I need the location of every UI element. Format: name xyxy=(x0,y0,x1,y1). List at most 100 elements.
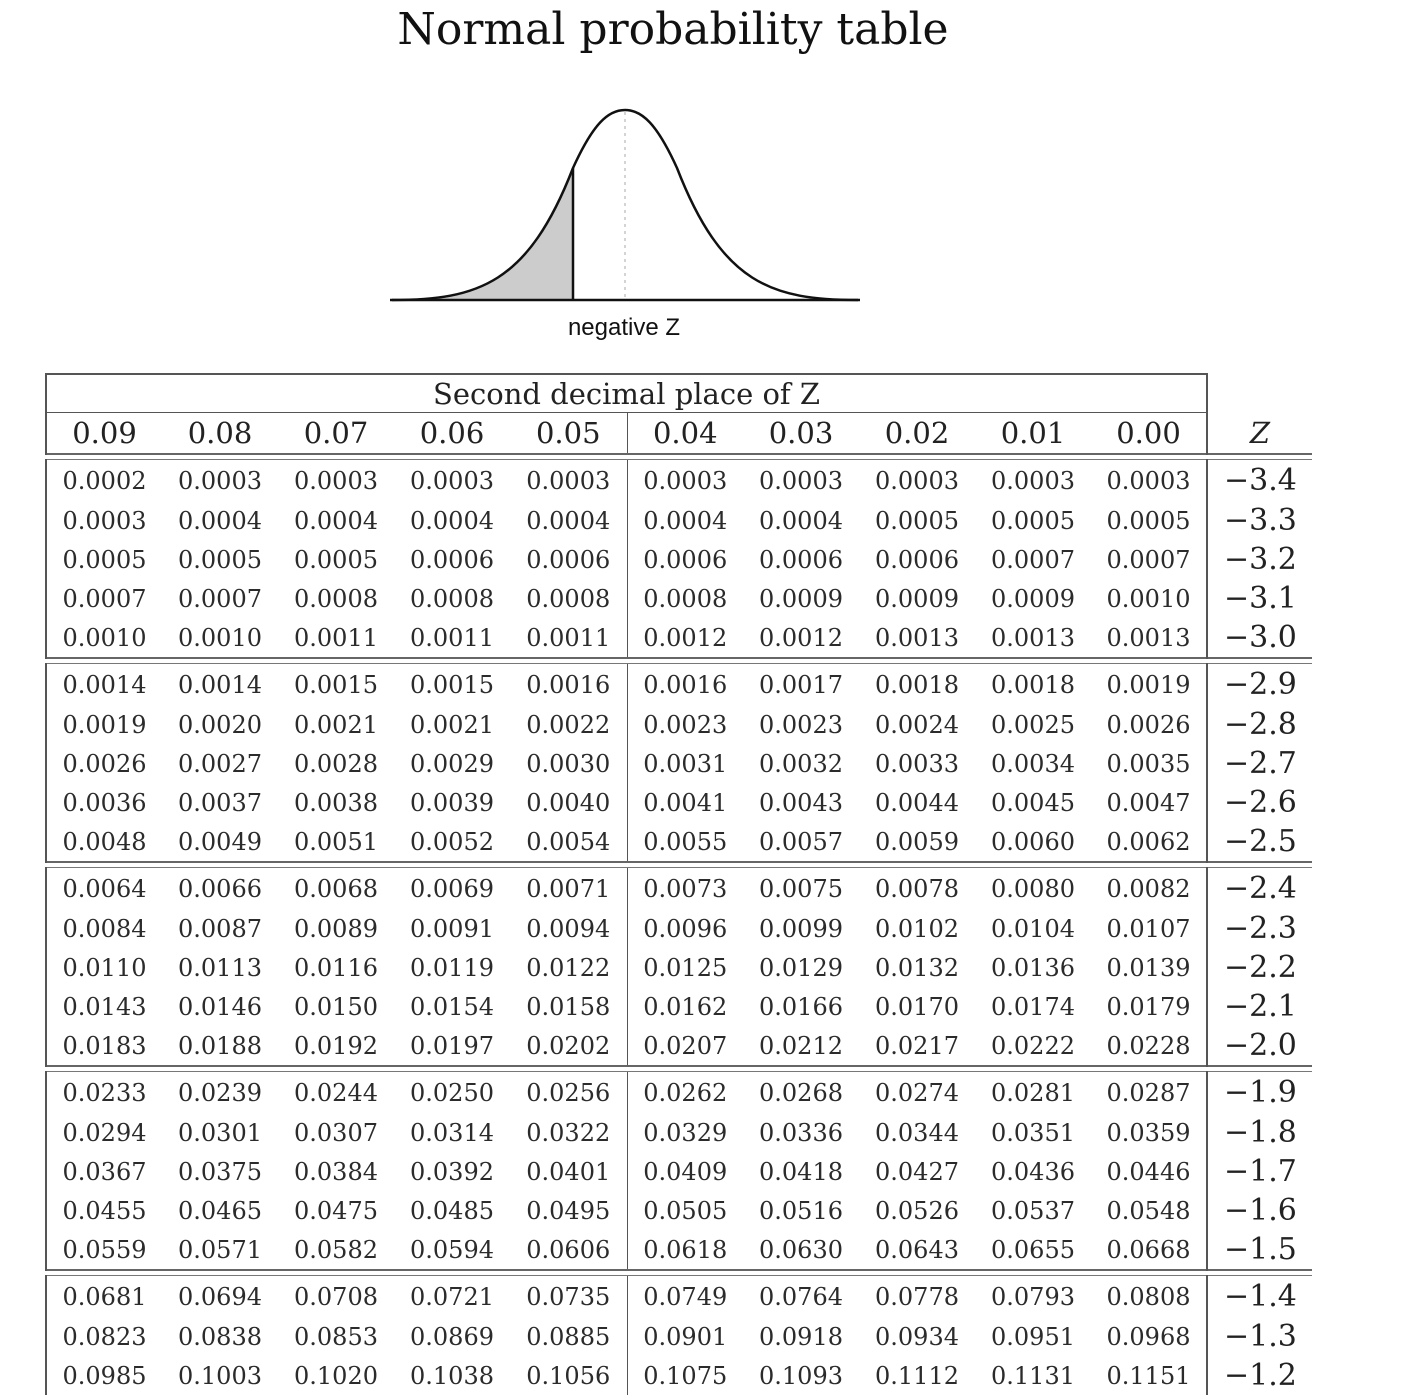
probability-cell: 0.0006 xyxy=(510,540,628,579)
z-value-cell: −2.3 xyxy=(1224,911,1297,946)
z-value-cell: −2.7 xyxy=(1224,746,1297,781)
probability-cell: 0.0571 xyxy=(178,1235,262,1264)
probability-cell: 0.0465 xyxy=(178,1196,262,1225)
probability-cell: 0.0314 xyxy=(410,1118,494,1147)
probability-cell: 0.0618 xyxy=(643,1235,728,1264)
probability-cell: 0.0007 xyxy=(178,584,262,613)
probability-cell: 0.0054 xyxy=(510,822,628,862)
probability-cell: 0.0008 xyxy=(510,579,628,618)
z-value-cell: −3.3 xyxy=(1224,503,1297,538)
probability-cell: 0.0174 xyxy=(991,992,1075,1021)
probability-cell: 0.0268 xyxy=(759,1078,843,1107)
probability-cell: 0.0047 xyxy=(1091,783,1208,822)
probability-cell: 0.1093 xyxy=(759,1361,843,1390)
probability-cell: 0.0005 xyxy=(1091,501,1208,540)
probability-cell: 0.0043 xyxy=(759,788,843,817)
probability-cell: 0.0630 xyxy=(759,1235,843,1264)
probability-cell: 0.0016 xyxy=(510,663,628,705)
probability-cell: 0.0013 xyxy=(1091,618,1208,658)
probability-cell: 0.0009 xyxy=(991,584,1075,613)
probability-cell: 0.0004 xyxy=(178,506,262,535)
probability-cell: 0.0039 xyxy=(410,788,494,817)
probability-cell: 0.0336 xyxy=(759,1118,843,1147)
probability-cell: 0.0004 xyxy=(294,506,378,535)
probability-cell: 0.0069 xyxy=(410,874,494,903)
probability-cell: 0.0838 xyxy=(178,1322,262,1351)
table-header: Second decimal place of Z xyxy=(45,373,1208,413)
z-value-cell: −2.1 xyxy=(1224,989,1297,1024)
column-header: 0.01 xyxy=(1000,416,1066,450)
probability-cell: 0.1056 xyxy=(510,1356,628,1395)
probability-cell: 0.0307 xyxy=(294,1118,378,1147)
probability-cell: 0.0139 xyxy=(1091,948,1208,987)
probability-cell: 0.0351 xyxy=(991,1118,1075,1147)
probability-cell: 0.0004 xyxy=(410,506,494,535)
probability-cell: 0.0401 xyxy=(510,1152,628,1191)
probability-cell: 0.0014 xyxy=(45,663,162,705)
curve-caption: negative Z xyxy=(567,314,681,341)
probability-cell: 0.0014 xyxy=(178,670,262,699)
probability-cell: 0.0559 xyxy=(45,1230,162,1270)
probability-cell: 0.0025 xyxy=(991,710,1075,739)
table-row: 0.0003 0.0004 0.0004 0.0004 0.0004 0.0004 0.00… xyxy=(45,501,1312,540)
normal-curve-illustration xyxy=(390,108,860,302)
probability-cell: 0.0301 xyxy=(178,1118,262,1147)
table-row: 0.0084 0.0087 0.0089 0.0091 0.0094 0.0096 0.00… xyxy=(45,909,1312,948)
probability-cell: 0.0018 xyxy=(875,670,959,699)
probability-cell: 0.0764 xyxy=(759,1282,843,1311)
probability-cell: 0.0049 xyxy=(178,827,262,856)
probability-cell: 0.0150 xyxy=(294,992,378,1021)
probability-cell: 0.0006 xyxy=(410,545,494,574)
probability-cell: 0.0021 xyxy=(294,710,378,739)
probability-cell: 0.0084 xyxy=(45,909,162,948)
probability-cell: 0.0418 xyxy=(759,1157,843,1186)
probability-cell: 0.0082 xyxy=(1091,867,1208,909)
probability-cell: 0.0721 xyxy=(410,1282,494,1311)
probability-cell: 0.0207 xyxy=(643,1031,728,1060)
shaded-left-tail xyxy=(392,168,573,300)
table-row: 0.0985 0.1003 0.1020 0.1038 0.1056 0.1075 0.10… xyxy=(45,1356,1312,1395)
probability-cell: 0.1020 xyxy=(294,1361,378,1390)
column-header: 0.03 xyxy=(768,416,834,450)
probability-cell: 0.0505 xyxy=(643,1196,728,1225)
probability-cell: 0.0104 xyxy=(991,914,1075,943)
probability-cell: 0.0749 xyxy=(643,1282,728,1311)
probability-cell: 0.0793 xyxy=(991,1282,1075,1311)
probability-cell: 0.0032 xyxy=(759,749,843,778)
table-row: 0.0036 0.0037 0.0038 0.0039 0.0040 0.0041 0.00… xyxy=(45,783,1312,822)
probability-cell: 0.0344 xyxy=(875,1118,959,1147)
table-row: 0.0110 0.0113 0.0116 0.0119 0.0122 0.0125 0.01… xyxy=(45,948,1312,987)
probability-cell: 0.0006 xyxy=(759,545,843,574)
probability-cell: 0.0099 xyxy=(759,914,843,943)
probability-cell: 0.0015 xyxy=(294,670,378,699)
column-header: 0.06 xyxy=(419,416,485,450)
probability-cell: 0.0012 xyxy=(759,623,843,652)
probability-cell: 0.0017 xyxy=(759,670,843,699)
probability-cell: 0.0359 xyxy=(1091,1113,1208,1152)
probability-cell: 0.0294 xyxy=(45,1113,162,1152)
probability-cell: 0.0030 xyxy=(510,744,628,783)
probability-cell: 0.0537 xyxy=(991,1196,1075,1225)
probability-cell: 0.0329 xyxy=(643,1118,728,1147)
probability-cell: 0.0073 xyxy=(643,874,728,903)
probability-cell: 0.0004 xyxy=(510,501,628,540)
bell-curve xyxy=(391,108,859,302)
probability-cell: 0.0011 xyxy=(510,618,628,658)
z-value-cell: −2.5 xyxy=(1224,824,1297,859)
table-row: 0.0007 0.0007 0.0008 0.0008 0.0008 0.0008 0.00… xyxy=(45,579,1312,618)
probability-cell: 0.0010 xyxy=(178,623,262,652)
probability-cell: 0.0023 xyxy=(759,710,843,739)
z-value-cell: −1.8 xyxy=(1224,1115,1297,1150)
probability-cell: 0.0003 xyxy=(510,459,628,501)
probability-cell: 0.0003 xyxy=(991,466,1075,495)
probability-cell: 0.0170 xyxy=(875,992,959,1021)
probability-cell: 0.0427 xyxy=(875,1157,959,1186)
probability-cell: 0.0022 xyxy=(510,705,628,744)
probability-cell: 0.0256 xyxy=(510,1071,628,1113)
table-row: 0.0005 0.0005 0.0005 0.0006 0.0006 0.0006 0.00… xyxy=(45,540,1312,579)
probability-cell: 0.0375 xyxy=(178,1157,262,1186)
table-row: 0.0010 0.0010 0.0011 0.0011 0.0011 0.0012 0.00… xyxy=(45,618,1312,658)
table-row: 0.0294 0.0301 0.0307 0.0314 0.0322 0.0329 0.03… xyxy=(45,1113,1312,1152)
probability-cell: 0.0007 xyxy=(1091,540,1208,579)
probability-cell: 0.0035 xyxy=(1091,744,1208,783)
